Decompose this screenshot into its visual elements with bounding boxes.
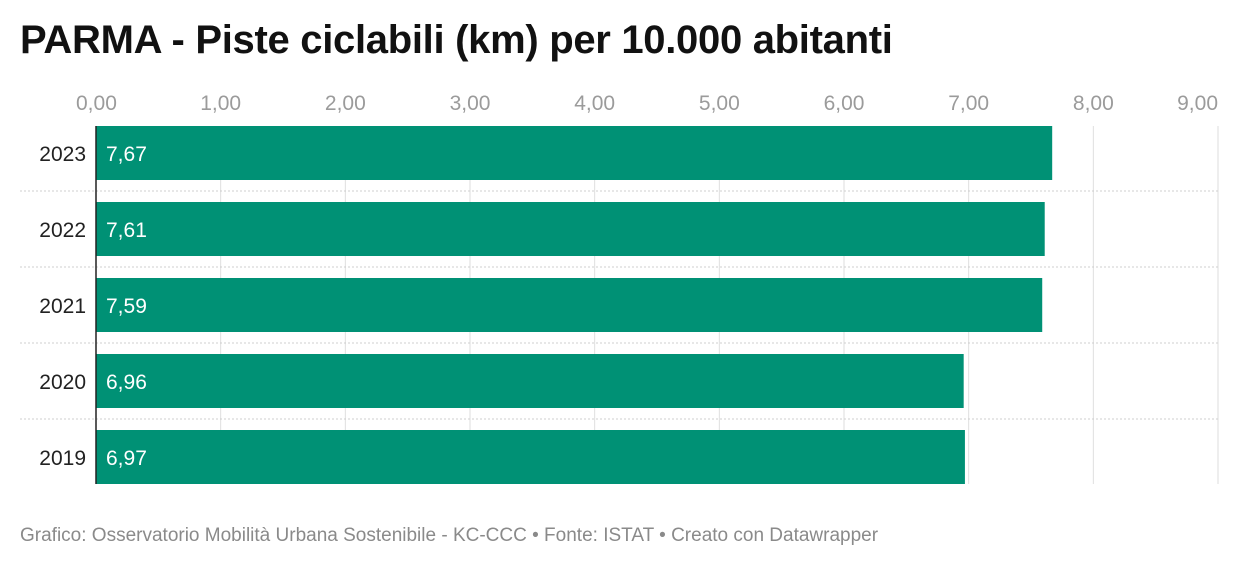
- x-tick-label: 5,00: [699, 92, 740, 115]
- x-tick-label: 2,00: [325, 92, 366, 115]
- value-label: 7,67: [106, 143, 147, 166]
- category-label: 2020: [39, 371, 86, 394]
- value-label: 6,96: [106, 371, 147, 394]
- category-label: 2022: [39, 219, 86, 242]
- x-tick-label: 8,00: [1073, 92, 1114, 115]
- value-label: 7,61: [106, 219, 147, 242]
- bar-2021: [96, 278, 1043, 332]
- x-tick-label: 0,00: [76, 92, 117, 115]
- bar-2023: [96, 126, 1053, 180]
- x-tick-label: 1,00: [200, 92, 241, 115]
- chart-title: PARMA - Piste ciclabili (km) per 10.000 …: [20, 18, 893, 62]
- chart-footer: Grafico: Osservatorio Mobilità Urbana So…: [20, 525, 879, 546]
- category-label: 2021: [39, 295, 86, 318]
- bar-2020: [96, 354, 964, 408]
- x-tick-label: 7,00: [948, 92, 989, 115]
- bar-chart: 0,00 1,00 2,00 3,00 4,00 5,00 6,00 7,00 8,00 9,00…: [20, 92, 1219, 484]
- value-labels: 7,67 7,61 7,59 6,96 6,97: [106, 143, 147, 470]
- x-tick-label: 9,00: [1177, 92, 1218, 115]
- bar-2022: [96, 202, 1045, 256]
- bars: [96, 126, 1053, 484]
- category-label: 2019: [39, 447, 86, 470]
- value-label: 7,59: [106, 295, 147, 318]
- x-tick-label: 3,00: [450, 92, 491, 115]
- category-label: 2023: [39, 143, 86, 166]
- x-tick-label: 6,00: [824, 92, 865, 115]
- category-labels: 2023 2022 2021 2020 2019: [39, 143, 86, 470]
- bar-2019: [96, 430, 965, 484]
- value-label: 6,97: [106, 447, 147, 470]
- x-tick-label: 4,00: [574, 92, 615, 115]
- x-axis-ticks: 0,00 1,00 2,00 3,00 4,00 5,00 6,00 7,00 8,00 9,00: [76, 92, 1218, 115]
